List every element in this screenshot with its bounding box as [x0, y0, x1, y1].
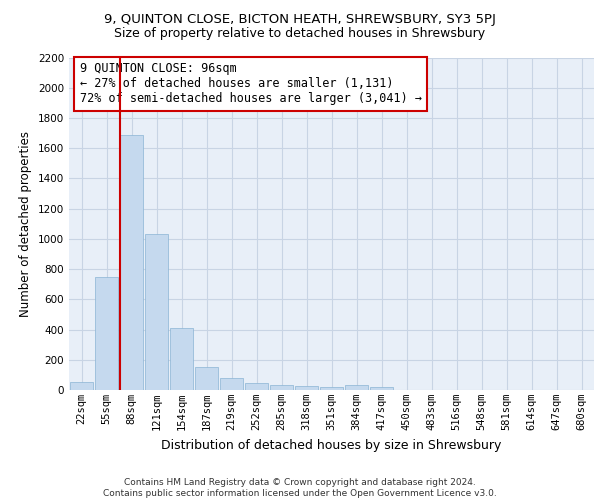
Bar	[245, 383, 268, 390]
Bar	[70, 382, 93, 390]
Bar	[270, 384, 293, 390]
Text: Size of property relative to detached houses in Shrewsbury: Size of property relative to detached ho…	[115, 28, 485, 40]
Bar	[220, 378, 243, 390]
Text: Contains HM Land Registry data © Crown copyright and database right 2024.
Contai: Contains HM Land Registry data © Crown c…	[103, 478, 497, 498]
Bar	[95, 278, 118, 390]
Bar	[120, 136, 143, 390]
Text: 9 QUINTON CLOSE: 96sqm
← 27% of detached houses are smaller (1,131)
72% of semi-: 9 QUINTON CLOSE: 96sqm ← 27% of detached…	[79, 62, 421, 106]
Bar	[345, 386, 368, 390]
Bar	[145, 234, 168, 390]
Bar	[170, 328, 193, 390]
Bar	[320, 387, 343, 390]
Bar	[370, 387, 393, 390]
X-axis label: Distribution of detached houses by size in Shrewsbury: Distribution of detached houses by size …	[161, 438, 502, 452]
Bar	[195, 368, 218, 390]
Bar	[295, 386, 318, 390]
Y-axis label: Number of detached properties: Number of detached properties	[19, 130, 32, 317]
Text: 9, QUINTON CLOSE, BICTON HEATH, SHREWSBURY, SY3 5PJ: 9, QUINTON CLOSE, BICTON HEATH, SHREWSBU…	[104, 12, 496, 26]
